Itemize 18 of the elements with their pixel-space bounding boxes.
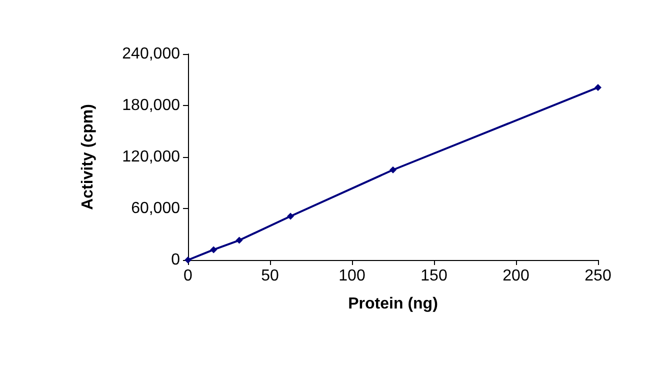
point [390,166,396,174]
x-axis-title: Protein (ng) [348,296,438,312]
point [210,246,218,254]
x-tick-label: 250 [584,268,612,284]
y-tick-label: 180,000 [122,97,180,114]
y-tick-label: 240,000 [122,46,180,62]
point [236,236,243,244]
point [287,212,294,220]
x-tick-label: 100 [338,268,366,284]
x-tick-label: 50 [261,268,279,284]
y-tick-label: 0 [171,252,180,268]
x-tick-label: 200 [502,268,530,284]
y-tick-label: 120,000 [122,148,180,166]
y-axis-title: Activity (cpm) [80,104,96,210]
x-tick-label: 150 [420,268,448,284]
y-tick-label: 60,000 [131,200,180,217]
x-tick-label: 0 [184,268,193,284]
point [594,84,602,91]
